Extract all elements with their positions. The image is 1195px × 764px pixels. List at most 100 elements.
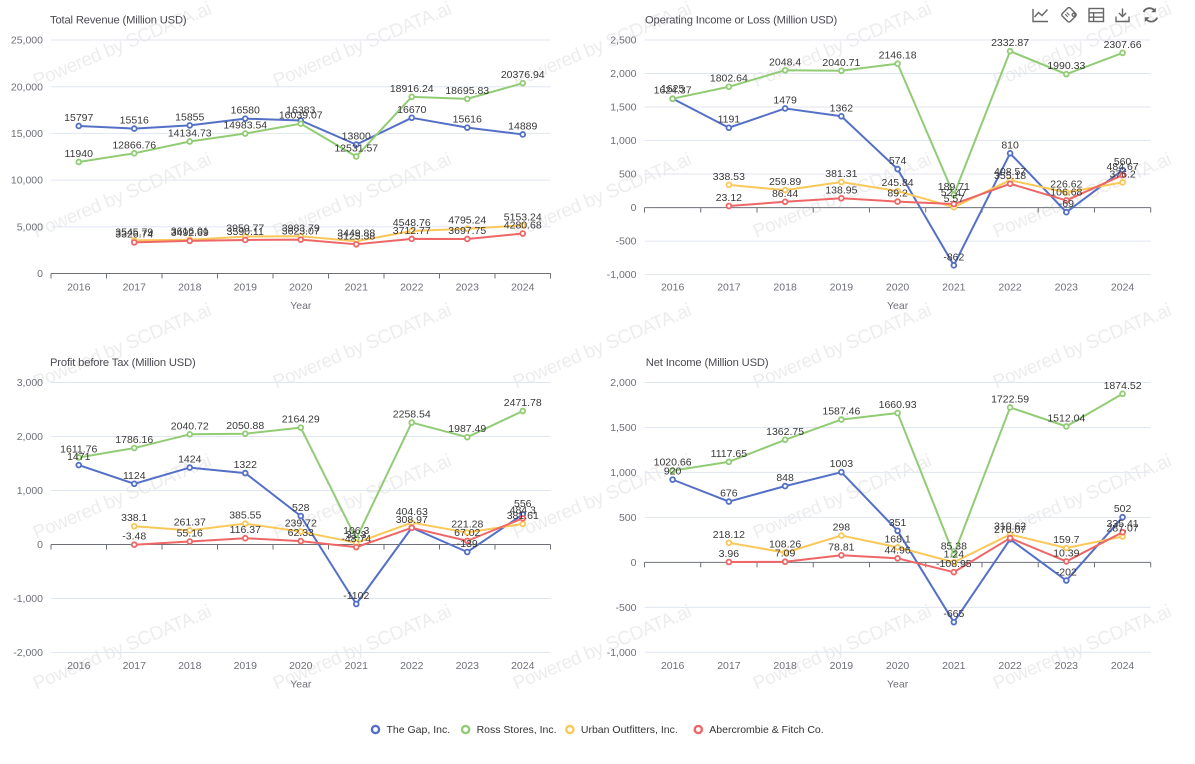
svg-text:2024: 2024 [511,660,535,672]
svg-text:Powered by SCDATA.ai: Powered by SCDATA.ai [270,300,454,393]
svg-text:484.67: 484.67 [1107,161,1139,173]
svg-text:Powered by SCDATA.ai: Powered by SCDATA.ai [990,300,1174,393]
svg-text:4548.76: 4548.76 [393,217,431,229]
svg-text:2018: 2018 [178,282,202,294]
svg-text:2022: 2022 [400,282,424,294]
svg-text:Urban Outfitters, Inc.: Urban Outfitters, Inc. [581,724,678,736]
svg-text:1625: 1625 [661,83,685,95]
svg-text:1587.46: 1587.46 [822,406,860,418]
svg-text:218.12: 218.12 [713,529,745,541]
svg-text:338.53: 338.53 [713,171,745,183]
svg-text:2019: 2019 [830,660,854,672]
svg-text:1990.33: 1990.33 [1047,60,1085,72]
svg-text:25,000: 25,000 [11,35,43,47]
svg-text:11940: 11940 [65,148,94,160]
svg-text:270.07: 270.07 [994,524,1026,536]
svg-text:2018: 2018 [773,660,797,672]
svg-text:108.26: 108.26 [769,539,801,551]
svg-text:355.18: 355.18 [994,170,1026,182]
svg-text:2022: 2022 [998,660,1022,672]
svg-text:2021: 2021 [942,282,966,294]
svg-text:261.37: 261.37 [174,516,206,528]
svg-text:2016: 2016 [67,282,91,294]
svg-text:Year: Year [887,300,909,312]
svg-text:20,000: 20,000 [11,81,43,93]
svg-text:2023: 2023 [1055,282,1079,294]
svg-text:1322: 1322 [234,459,258,471]
svg-text:2019: 2019 [234,660,258,672]
svg-text:338.1: 338.1 [121,512,147,524]
svg-text:-3.48: -3.48 [122,531,146,543]
svg-text:1987.49: 1987.49 [448,423,486,435]
svg-text:Powered by SCDATA.ai: Powered by SCDATA.ai [30,300,214,393]
svg-text:Powered by SCDATA.ai: Powered by SCDATA.ai [270,0,454,92]
svg-text:2307.66: 2307.66 [1104,39,1142,51]
svg-text:848: 848 [776,472,794,484]
svg-text:1020.66: 1020.66 [654,457,692,469]
svg-text:1424: 1424 [178,454,202,466]
svg-text:2021: 2021 [942,660,966,672]
svg-text:381.61: 381.61 [507,510,539,522]
svg-text:560: 560 [1114,156,1132,168]
svg-text:18695.83: 18695.83 [445,85,489,97]
svg-text:408.57: 408.57 [994,166,1026,178]
svg-text:298: 298 [833,522,851,534]
svg-text:-1102: -1102 [343,590,369,602]
svg-text:2023: 2023 [1055,660,1079,672]
svg-text:3449.88: 3449.88 [337,227,375,239]
svg-text:138.95: 138.95 [825,184,857,196]
svg-text:-665: -665 [943,608,964,620]
svg-text:3326.74: 3326.74 [115,228,153,240]
svg-text:1660.93: 1660.93 [879,399,917,411]
svg-text:62.33: 62.33 [288,527,314,539]
svg-text:0: 0 [37,539,43,551]
svg-text:-1,000: -1,000 [13,593,43,605]
svg-text:574: 574 [889,155,907,167]
svg-text:3590.11: 3590.11 [227,226,264,238]
svg-text:2022: 2022 [998,282,1022,294]
svg-text:159.7: 159.7 [1053,534,1079,546]
svg-text:2016: 2016 [67,660,91,672]
svg-text:1191: 1191 [718,114,741,126]
svg-text:2332.87: 2332.87 [991,37,1029,49]
svg-text:1786.16: 1786.16 [115,434,153,446]
svg-text:2020: 2020 [886,282,910,294]
svg-text:2024: 2024 [1111,282,1135,294]
svg-text:310.62: 310.62 [994,520,1026,532]
svg-text:18916.24: 18916.24 [390,83,434,95]
svg-text:20376.94: 20376.94 [501,69,545,81]
svg-text:Powered by SCDATA.ai: Powered by SCDATA.ai [510,300,694,393]
svg-text:0: 0 [631,202,637,214]
svg-text:2,000: 2,000 [610,377,636,389]
svg-text:1802.64: 1802.64 [710,73,748,85]
svg-text:500: 500 [619,169,637,181]
svg-text:14983.54: 14983.54 [223,120,267,132]
svg-text:2048.4: 2048.4 [769,56,801,68]
svg-text:1,000: 1,000 [610,467,636,479]
svg-text:15,000: 15,000 [11,128,43,140]
svg-text:226.62: 226.62 [1050,178,1082,190]
svg-text:1124: 1124 [123,470,146,482]
svg-text:1,500: 1,500 [610,422,636,434]
svg-text:2471.78: 2471.78 [504,397,542,409]
svg-text:2017: 2017 [717,282,741,294]
svg-text:12531.57: 12531.57 [334,142,378,154]
svg-text:Powered by SCDATA.ai: Powered by SCDATA.ai [30,601,214,694]
svg-text:2024: 2024 [511,282,535,294]
svg-text:168.1: 168.1 [884,533,910,545]
svg-text:1362.75: 1362.75 [766,426,804,438]
svg-text:Operating Income or Loss (Mill: Operating Income or Loss (Million USD) [645,14,837,26]
svg-text:Powered by SCDATA.ai: Powered by SCDATA.ai [750,300,934,393]
svg-text:2,500: 2,500 [610,35,636,47]
svg-text:1471: 1471 [67,451,91,463]
svg-text:The Gap, Inc.: The Gap, Inc. [387,724,451,736]
svg-text:1003: 1003 [830,458,854,470]
svg-text:2018: 2018 [773,282,797,294]
svg-text:3712.77: 3712.77 [393,225,431,237]
svg-text:676: 676 [720,488,738,500]
svg-text:2017: 2017 [123,282,147,294]
svg-text:2020: 2020 [886,660,910,672]
svg-text:16670: 16670 [397,104,426,116]
svg-text:44.96: 44.96 [884,544,910,556]
svg-text:15616: 15616 [453,114,482,126]
